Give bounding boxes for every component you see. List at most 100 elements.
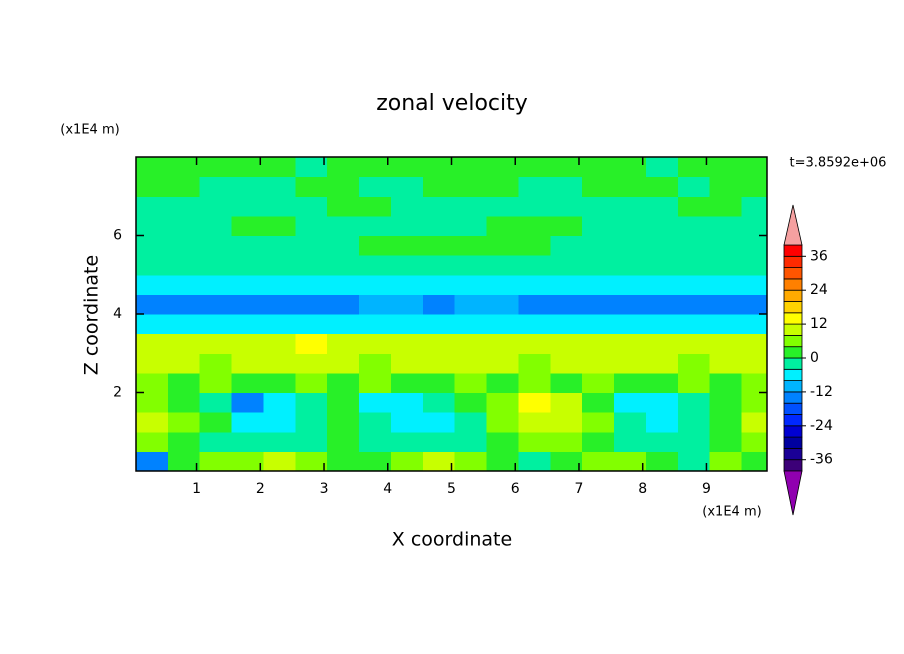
field-cell — [327, 372, 360, 394]
field-cell — [741, 196, 767, 217]
colorbar-bin — [783, 278, 803, 291]
colorbar-bin — [783, 346, 803, 359]
field-cell — [614, 314, 647, 335]
field-cell — [518, 157, 551, 178]
field-cell — [645, 157, 679, 178]
field-cell — [359, 431, 392, 452]
field-cell — [645, 431, 679, 452]
colorbar-bin — [783, 436, 803, 449]
field-cell — [645, 294, 679, 315]
field-cell — [199, 274, 233, 295]
field-cell — [677, 255, 711, 276]
field-cell — [199, 412, 233, 433]
chart-title: zonal velocity — [376, 91, 528, 116]
field-cell — [167, 176, 201, 197]
field-cell — [677, 392, 711, 413]
field-cell — [741, 372, 767, 394]
field-cell — [136, 333, 169, 354]
field-cell — [582, 235, 615, 256]
x-tick-label: 1 — [192, 481, 201, 497]
field-cell — [327, 294, 360, 315]
x-tick-label: 3 — [320, 481, 329, 497]
x-unit: (x1E4 m) — [702, 505, 761, 520]
field-cell — [709, 333, 743, 354]
field-cell — [390, 353, 424, 374]
field-cell — [550, 353, 583, 374]
field-cell — [136, 314, 169, 335]
colorbar-bin — [783, 368, 803, 381]
colorbar-bin — [783, 391, 803, 404]
field-cell — [518, 451, 551, 471]
field-cell — [486, 215, 520, 237]
field-cell — [582, 412, 615, 433]
field-cell — [136, 431, 169, 452]
field-cell — [677, 157, 711, 178]
field-cell — [231, 353, 265, 374]
field-cell — [518, 314, 551, 335]
field-cell — [454, 294, 488, 315]
field-cell — [518, 255, 551, 276]
field-cell — [231, 235, 265, 256]
field-cell — [263, 392, 296, 413]
field-cell — [518, 412, 551, 433]
field-cell — [231, 412, 265, 433]
field-cell — [359, 196, 392, 217]
field-cell — [677, 451, 711, 471]
y-axis-label: Z coordinate — [81, 255, 103, 375]
field-cell — [167, 314, 201, 335]
field-cell — [199, 176, 233, 197]
field-cell — [614, 176, 647, 197]
colorbar-under — [783, 470, 803, 516]
field-cell — [709, 372, 743, 394]
field-cell — [582, 372, 615, 394]
field-cell — [199, 353, 233, 374]
field-cell — [422, 274, 456, 295]
field-cell — [614, 451, 647, 471]
field-cell — [167, 157, 201, 178]
field-cell — [327, 157, 360, 178]
field-cell — [327, 314, 360, 335]
field-cell — [486, 176, 520, 197]
colorbar-bin — [783, 267, 803, 280]
field-cell — [709, 451, 743, 471]
colorbar-bin — [783, 402, 803, 415]
field-cell — [167, 294, 201, 315]
field-cell — [709, 431, 743, 452]
field-cell — [582, 431, 615, 452]
field-cell — [709, 412, 743, 433]
field-cell — [486, 294, 520, 315]
field-cell — [454, 255, 488, 276]
field-cell — [741, 314, 767, 335]
field-cell — [422, 255, 456, 276]
x-tick-label: 9 — [702, 481, 711, 497]
field-cell — [645, 235, 679, 256]
field-cell — [550, 235, 583, 256]
field-cell — [327, 215, 360, 237]
field-cell — [741, 353, 767, 374]
field-cell — [390, 392, 424, 413]
y-tick-label: 2 — [113, 385, 122, 401]
field-cell — [263, 372, 296, 394]
field-cell — [486, 274, 520, 295]
field-cell — [550, 215, 583, 237]
field-cell — [263, 333, 296, 354]
field-cell — [167, 333, 201, 354]
field-cell — [709, 176, 743, 197]
field-cell — [199, 196, 233, 217]
colorbar-bin — [783, 357, 803, 370]
field-cell — [199, 314, 233, 335]
field-cell — [614, 392, 647, 413]
field-cell — [136, 176, 169, 197]
field-cell — [677, 294, 711, 315]
field-cell — [582, 215, 615, 237]
field-cell — [390, 294, 424, 315]
field-cell — [645, 215, 679, 237]
field-cell — [741, 255, 767, 276]
colorbar-bin — [783, 414, 803, 427]
field-cell — [167, 274, 201, 295]
field-cell — [359, 451, 392, 471]
field — [136, 157, 767, 471]
field-cell — [359, 392, 392, 413]
field-cell — [136, 353, 169, 374]
field-cell — [422, 431, 456, 452]
